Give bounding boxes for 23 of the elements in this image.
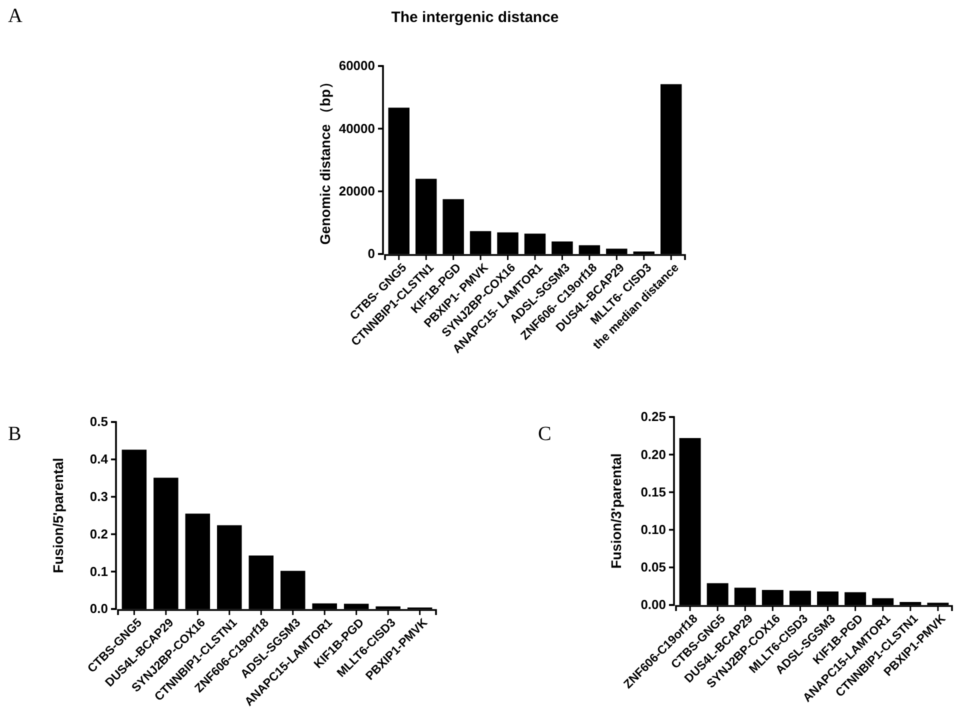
y-tick-label: 0.0 [90,601,108,616]
y-tick-label: 60000 [338,58,375,74]
y-tick-label: 0.4 [90,452,109,467]
y-tick-label: 0 [368,246,375,262]
y-tick-label: 0.05 [640,560,666,575]
y-tick-label: 20000 [338,183,375,198]
y-tick-label: 0.5 [90,414,108,430]
text: C [538,423,552,445]
y-tick-label: 0.2 [90,526,108,542]
text: A [8,5,23,27]
y-tick-label: 0.15 [640,484,666,500]
y-tick-label: 0.00 [640,597,666,612]
text: B [8,423,22,445]
y-tick-label: 0.10 [640,522,666,537]
y-axis-title: Fusion/3'parental [608,453,624,569]
y-tick-label: 0.1 [90,564,108,579]
chart-title: The intergenic distance [391,9,559,26]
y-axis-title: Fusion/5'parental [50,458,66,574]
y-tick-label: 0.20 [640,446,666,462]
y-tick-label: 0.3 [90,488,108,504]
y-tick-label: 0.25 [640,409,666,424]
y-tick-label: 40000 [338,120,375,136]
y-axis-title: Genomic distance （bp） [317,75,333,245]
